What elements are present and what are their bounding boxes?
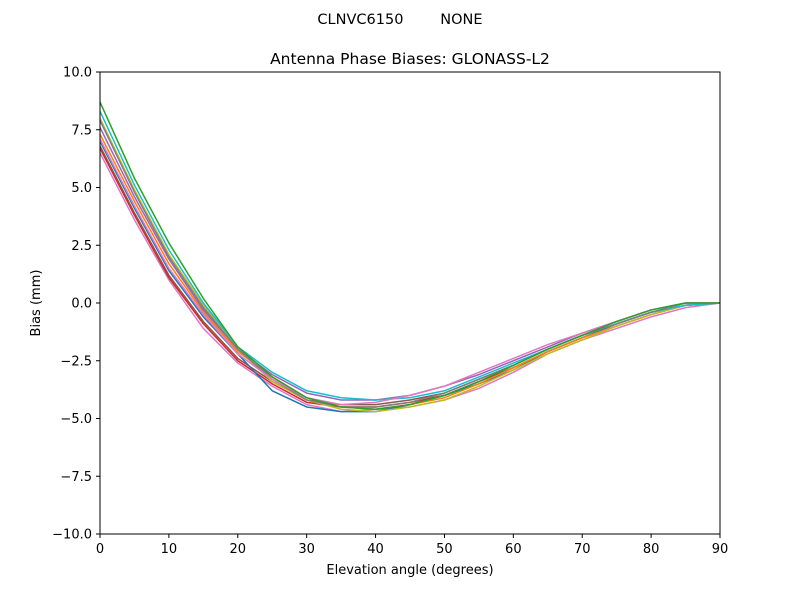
x-tick-label: 70 (574, 542, 591, 557)
y-tick-label: −7.5 (60, 470, 92, 485)
x-tick-label: 0 (96, 542, 104, 557)
y-tick-label: 0.0 (71, 297, 92, 312)
series-line-10 (99, 138, 720, 406)
y-tick-label: 10.0 (63, 66, 92, 81)
y-tick-label: −5.0 (60, 412, 92, 427)
series-layer (99, 101, 721, 413)
ticks-layer: 0 10 20 30 40 50 60 70 80 90 10.0 7.5 5.0 2.5 0.0 −2.5 −… (52, 66, 728, 558)
x-tick-label: 80 (643, 542, 660, 557)
y-tick-label: 7.5 (71, 123, 92, 138)
series-line-6 (99, 127, 720, 401)
figure-suptitle: CLNVC6150 NONE (317, 12, 482, 28)
series-line-7 (99, 117, 721, 413)
x-tick-label: 50 (436, 542, 453, 557)
y-tick-label: 2.5 (71, 239, 92, 254)
series-line-5 (99, 134, 721, 411)
x-tick-label: 20 (230, 542, 247, 557)
y-tick-label: −2.5 (60, 354, 92, 369)
y-axis-label: Bias (mm) (29, 270, 44, 337)
series-line-3 (99, 145, 721, 406)
x-axis-label: Elevation angle (degrees) (326, 563, 493, 578)
chart-title: Antenna Phase Biases: GLONASS-L2 (270, 50, 550, 68)
series-line-2 (99, 147, 721, 408)
x-tick-label: 30 (298, 542, 315, 557)
y-tick-label: 5.0 (71, 181, 92, 196)
x-tick-label: 10 (161, 542, 178, 557)
y-tick-label: −10.0 (52, 528, 92, 543)
series-line-11 (99, 101, 720, 411)
series-line-4 (99, 140, 721, 413)
x-tick-label: 60 (505, 542, 522, 557)
x-tick-label: 40 (367, 542, 384, 557)
series-line-9 (99, 120, 720, 408)
x-tick-label: 90 (712, 542, 729, 557)
plot-frame (99, 71, 721, 535)
series-line-8 (99, 110, 721, 401)
